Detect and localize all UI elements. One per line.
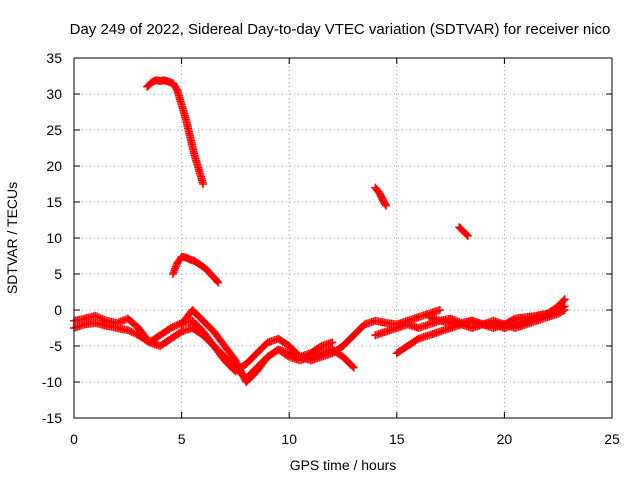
series-layer — [70, 76, 569, 386]
data-point — [560, 295, 569, 304]
data-point — [560, 302, 569, 311]
y-tick-label: 25 — [46, 122, 62, 138]
series-arc-14h — [371, 183, 391, 210]
data-point — [91, 311, 100, 320]
data-point — [166, 324, 175, 332]
y-tick-label: 10 — [46, 230, 62, 246]
x-tick-label: 20 — [497, 431, 513, 447]
series-arc-mid — [168, 252, 223, 287]
data-point — [199, 180, 208, 188]
y-tick-label: 15 — [46, 194, 62, 210]
data-point — [129, 328, 138, 337]
data-point — [125, 327, 134, 335]
data-point — [214, 278, 223, 287]
y-tick-label: 0 — [54, 302, 62, 318]
data-point — [168, 323, 177, 332]
y-tick-label: 35 — [46, 50, 62, 66]
data-point — [463, 231, 472, 240]
x-axis-label: GPS time / hours — [290, 457, 397, 473]
x-tick-label: 10 — [281, 431, 297, 447]
data-point — [170, 322, 179, 331]
series-track-f — [425, 302, 569, 329]
x-tick-label: 25 — [604, 431, 620, 447]
data-point — [349, 363, 358, 372]
data-point — [130, 329, 139, 338]
y-tick-label: -15 — [42, 410, 62, 426]
data-point — [559, 303, 568, 312]
x-tick-label: 0 — [70, 431, 78, 447]
data-point — [462, 230, 471, 239]
data-point — [348, 362, 357, 371]
data-point — [127, 327, 136, 336]
data-point — [382, 201, 391, 210]
x-tick-label: 15 — [389, 431, 405, 447]
data-point — [213, 277, 222, 286]
series-arc-high — [143, 76, 208, 188]
series-track-c — [177, 306, 358, 386]
chart-title: Day 249 of 2022, Sidereal Day-to-day VTE… — [70, 21, 611, 38]
x-tick-label: 5 — [178, 431, 186, 447]
grid-lines — [74, 58, 612, 418]
y-tick-label: 30 — [46, 86, 62, 102]
y-tick-label: -5 — [50, 338, 63, 354]
y-tick-label: 20 — [46, 158, 62, 174]
series-arc-18h — [455, 223, 472, 240]
y-tick-label: -10 — [42, 374, 62, 390]
data-point — [93, 312, 102, 321]
data-point — [435, 306, 444, 314]
x-axis-ticks: 0 5 10 15 20 25 — [70, 58, 620, 447]
y-axis-ticks: -15 -10 -5 0 5 10 15 20 25 30 35 — [42, 50, 612, 426]
data-point — [123, 326, 132, 335]
y-tick-label: 5 — [54, 266, 62, 282]
data-point — [172, 321, 181, 330]
y-axis-label: SDTVAR / TECUs — [4, 182, 20, 294]
data-point — [328, 338, 337, 347]
